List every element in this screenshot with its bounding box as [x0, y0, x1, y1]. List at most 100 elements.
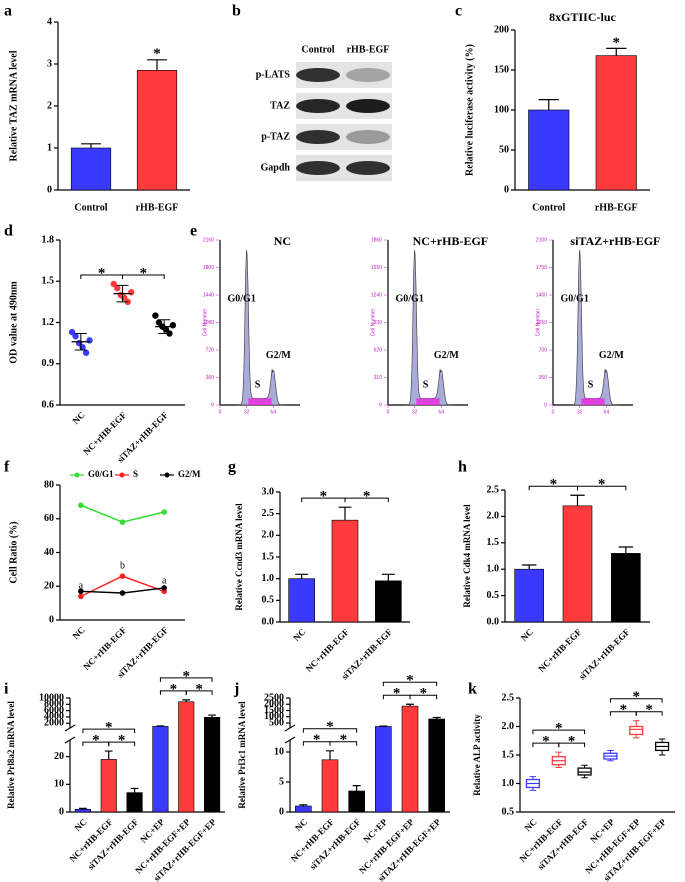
y-tick-label: 1.8	[42, 234, 55, 245]
data-point	[114, 284, 121, 292]
s-phase	[248, 398, 272, 405]
error-bar	[208, 714, 216, 718]
phase-label: G0/G1	[395, 294, 423, 305]
error-bar	[79, 807, 87, 810]
y-tick-label: 6000	[44, 705, 64, 716]
y-tick-label: 8000	[44, 699, 64, 710]
error-bar	[295, 573, 309, 579]
blot-row-label: p-LATS	[256, 69, 291, 80]
y-tick-label: 1.0	[487, 563, 500, 574]
y-tick-label: 1400	[536, 292, 547, 298]
error-bar	[182, 699, 191, 702]
significance-mark: *	[105, 720, 113, 736]
y-tick-label: 720	[206, 347, 215, 353]
significance-mark: *	[555, 721, 563, 737]
significance-bracket	[409, 694, 438, 700]
y-tick-label: 1.2	[42, 317, 55, 328]
bar	[428, 718, 445, 813]
error-bar	[104, 750, 113, 760]
bar	[611, 553, 641, 623]
x-tick-label: Control	[74, 202, 107, 213]
phase-label: S	[423, 379, 429, 390]
data-point	[169, 322, 177, 329]
significance-mark: *	[598, 477, 606, 493]
y-axis-label: Relative Prl8a2 mRNA level	[6, 701, 16, 809]
bar	[375, 726, 392, 813]
y-tick-label: 1550	[371, 265, 382, 271]
significance-bracket	[577, 485, 627, 491]
significance-mark: *	[645, 702, 653, 718]
y-tick-label: 360	[206, 375, 215, 381]
x-tick-label: 0	[387, 409, 390, 415]
legend-marker	[119, 472, 125, 478]
y-tick-label: 1.5	[502, 749, 515, 760]
y-axis-label: Relative Ccnd3 mRNA level	[234, 503, 244, 611]
flow-title: NC	[274, 234, 291, 248]
y-axis-label: Relative ALP activity	[472, 714, 482, 796]
significance-bracket	[122, 274, 165, 279]
error-bar	[538, 99, 559, 110]
y-tick-label: 40	[44, 547, 54, 558]
y-axis-label: OD value at 490nm	[8, 281, 19, 364]
y-tick-label: 1750	[536, 265, 547, 271]
blot-column-label: rHB-EGF	[347, 44, 390, 55]
legend-label: G0/G1	[88, 469, 114, 479]
point	[161, 509, 167, 515]
significance-bracket	[185, 690, 213, 695]
y-tick-label: 0.0	[262, 616, 275, 627]
y-tick-label: 5	[279, 776, 284, 787]
y-tick-label: 1	[47, 142, 52, 153]
y-tick-label: 1860	[371, 237, 382, 243]
bar	[74, 808, 91, 813]
x-tick-label: 32	[412, 409, 418, 415]
x-tick-label: 0	[552, 409, 555, 415]
y-tick-label: 2.0	[262, 530, 275, 541]
error-bar	[299, 804, 308, 806]
axis-break	[284, 724, 296, 732]
x-tick-label: 32	[244, 409, 250, 415]
bar	[178, 701, 195, 813]
panel-label: c	[455, 3, 462, 20]
blot-band	[346, 99, 390, 113]
significance-bracket	[302, 728, 358, 733]
y-tick-label: 1440	[203, 292, 214, 298]
blot-band	[346, 68, 390, 82]
significance-bracket	[159, 677, 213, 682]
phase-label: G2/M	[434, 350, 460, 361]
y-tick-label: 2000	[44, 718, 64, 729]
significance-bracket	[108, 741, 136, 747]
y-tick-label: 0.5	[487, 590, 500, 601]
y-tick-label: 200	[494, 24, 509, 35]
blot-band	[296, 130, 340, 144]
y-tick-label: 2.5	[502, 692, 515, 703]
data-point	[82, 349, 90, 356]
y-tick-label: 2.0	[502, 721, 515, 732]
y-tick-label: 0	[49, 614, 54, 625]
y-tick-label: 0	[279, 806, 284, 817]
bar	[70, 147, 112, 191]
significance-mark: *	[92, 733, 100, 749]
x-tick-label: NC	[291, 627, 307, 643]
significance-mark: *	[140, 265, 148, 281]
axis-break	[284, 736, 296, 744]
significance-mark: *	[633, 689, 641, 705]
histogram	[569, 249, 620, 406]
y-tick-label: 10000	[39, 692, 64, 703]
blot-band	[346, 130, 390, 144]
y-tick-label: 1800	[203, 265, 214, 271]
significance-mark: *	[118, 733, 126, 749]
blot-row-label: Gapdh	[261, 162, 291, 173]
significance-mark: *	[153, 46, 161, 62]
y-tick-label: 1.0	[502, 778, 515, 789]
bar	[126, 792, 143, 813]
error-bar	[381, 573, 395, 581]
x-tick-label: Control	[532, 202, 565, 213]
blot-band	[296, 99, 340, 113]
bar	[514, 568, 544, 623]
y-tick-label: 0.9	[42, 358, 55, 369]
y-tick-label: 1240	[371, 292, 382, 298]
point	[78, 588, 84, 595]
y-tick-label: 500	[269, 717, 284, 728]
y-tick-label: 0.0	[487, 616, 500, 627]
